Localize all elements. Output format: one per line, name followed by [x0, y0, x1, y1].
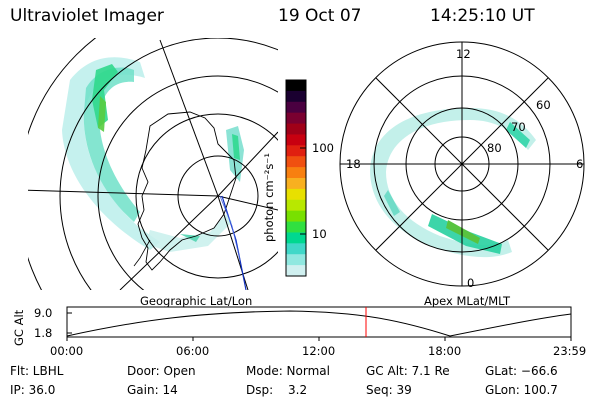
colorbar-segment — [286, 134, 306, 146]
colorbar-segment — [286, 221, 306, 234]
mlt-label-right: 6 — [576, 157, 584, 171]
glat-info: GLat: −66.6 — [485, 364, 558, 378]
door-info: Door: Open — [127, 364, 196, 378]
colorbar — [286, 80, 306, 277]
colorbar-segment — [286, 243, 306, 255]
colorbar-segment — [286, 188, 306, 201]
colorbar-segment — [286, 167, 306, 179]
ip-info: IP: 36.0 — [10, 383, 56, 397]
instrument-title: Ultraviolet Imager — [10, 6, 164, 26]
altitude-ylabel: GC Alt — [12, 309, 26, 346]
colorbar-segment — [286, 199, 306, 212]
time-tick-0000: 00:00 — [50, 344, 84, 358]
colorbar-tick-10: 10 — [312, 227, 327, 241]
geographic-map — [28, 38, 278, 290]
time-tick-0600: 06:00 — [176, 344, 210, 358]
filter-info: Flt: LBHL — [10, 364, 64, 378]
geographic-caption: Geographic Lat/Lon — [140, 294, 253, 308]
colorbar-segment — [286, 112, 306, 125]
colorbar-segment — [286, 123, 306, 136]
colorbar-tick-100: 100 — [312, 141, 334, 155]
altitude-ytick-9: 9.0 — [34, 306, 53, 320]
lat-circle-2 — [59, 38, 278, 290]
seq-info: Seq: 39 — [366, 383, 412, 397]
time-tick-2359: 23:59 — [553, 344, 587, 358]
colorbar-segment — [286, 210, 306, 223]
aurora-emission-left — [62, 57, 244, 252]
aurora-oval-right — [370, 108, 536, 258]
time-tick-1200: 12:00 — [302, 344, 336, 358]
time-label: 14:25:10 UT — [430, 6, 535, 26]
continent-outline — [137, 111, 237, 271]
gc-alt-info: GC Alt: 7.1 Re — [366, 364, 450, 378]
date-label: 19 Oct 07 — [278, 6, 362, 26]
altitude-plot — [66, 306, 572, 341]
altitude-ytick-1-8: 1.8 — [34, 326, 53, 340]
dsp-value: 3.2 — [288, 383, 308, 397]
colorbar-segment — [286, 145, 306, 157]
colorbar-segment — [286, 265, 306, 277]
colorbar-segment — [286, 156, 306, 168]
mlat-label-70: 70 — [511, 120, 526, 134]
colorbar-unit-label: photon cm⁻²s⁻¹ — [262, 153, 276, 242]
colorbar-segment — [286, 232, 306, 244]
satellite-track — [221, 195, 247, 290]
apex-caption: Apex MLat/MLT — [424, 294, 511, 308]
mlt-label-bottom: 0 — [467, 276, 475, 290]
mlat-label-60: 60 — [536, 98, 551, 112]
mlat-label-80: 80 — [487, 141, 502, 155]
time-tick-1800: 18:00 — [428, 344, 462, 358]
colorbar-segment — [286, 178, 306, 190]
colorbar-segment — [286, 90, 306, 103]
magnetic-polar-plot — [339, 41, 585, 287]
lat-circle-inner — [177, 155, 259, 237]
mlt-label-left: 18 — [346, 157, 361, 171]
colorbar-segment — [286, 254, 306, 266]
glon-info: GLon: 100.7 — [485, 383, 558, 397]
lat-circle-4 — [135, 113, 278, 279]
mode-info: Mode: Normal — [246, 364, 330, 378]
mlt-label-top: 12 — [456, 47, 471, 61]
gain-info: Gain: 14 — [127, 383, 178, 397]
colorbar-segment — [286, 80, 306, 92]
dsp-label: Dsp: — [246, 383, 274, 397]
lat-circle-3 — [97, 75, 278, 290]
colorbar-segment — [286, 101, 306, 114]
